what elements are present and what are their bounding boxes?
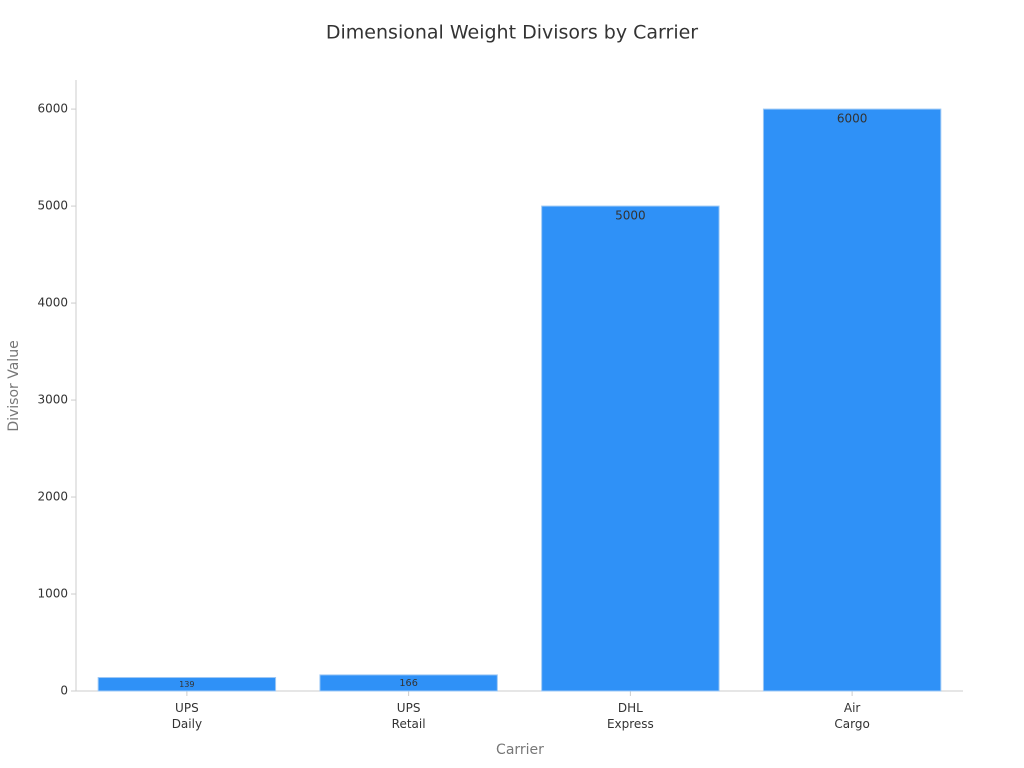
x-tick-label: Air Cargo	[834, 701, 870, 731]
y-tick-label: 3000	[37, 393, 68, 407]
bar	[762, 108, 942, 692]
y-tick-label: 6000	[37, 102, 68, 116]
data-label: 5000	[615, 209, 646, 223]
x-tick-label: UPS Retail	[391, 701, 426, 731]
y-tick-label: 5000	[37, 199, 68, 213]
data-label: 6000	[837, 112, 868, 126]
y-tick-label: 2000	[37, 490, 68, 504]
chart-title: Dimensional Weight Divisors by Carrier	[326, 22, 698, 44]
data-label: 139	[179, 679, 194, 689]
bar	[97, 677, 277, 692]
bar	[319, 674, 498, 692]
x-tick-label: UPS Daily	[171, 701, 203, 731]
x-axis-label: Carrier	[496, 742, 544, 758]
y-tick-label: 0	[60, 684, 68, 698]
bar	[541, 205, 720, 692]
y-tick-label: 4000	[37, 296, 68, 310]
y-axis-label: Divisor Value	[6, 340, 22, 431]
x-tick-label: DHL Express	[606, 701, 654, 731]
y-tick-label: 1000	[37, 587, 68, 601]
data-label: 166	[399, 678, 417, 689]
